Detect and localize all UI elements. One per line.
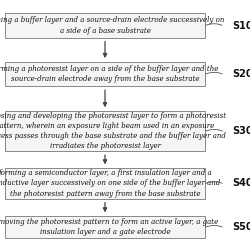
FancyBboxPatch shape bbox=[5, 13, 205, 38]
Text: S400: S400 bbox=[232, 178, 250, 189]
Text: removing the photoresist pattern to form an active layer, a gate
insulation laye: removing the photoresist pattern to form… bbox=[0, 218, 218, 236]
Text: S100: S100 bbox=[232, 20, 250, 31]
Text: forming a semiconductor layer, a first insulation layer and a
conductive layer s: forming a semiconductor layer, a first i… bbox=[0, 169, 220, 198]
Text: S500: S500 bbox=[232, 222, 250, 232]
FancyBboxPatch shape bbox=[5, 111, 205, 151]
FancyBboxPatch shape bbox=[5, 216, 205, 238]
FancyBboxPatch shape bbox=[5, 62, 205, 86]
Text: S200: S200 bbox=[232, 69, 250, 79]
Text: forming a photoresist layer on a side of the buffer layer and the
source-drain e: forming a photoresist layer on a side of… bbox=[0, 65, 219, 83]
Text: forming a buffer layer and a source-drain electrode successively on
a side of a : forming a buffer layer and a source-drai… bbox=[0, 17, 225, 35]
FancyBboxPatch shape bbox=[5, 168, 205, 199]
Text: exposing and developing the photoresist layer to form a photoresist
pattern, whe: exposing and developing the photoresist … bbox=[0, 112, 226, 150]
Text: S300: S300 bbox=[232, 126, 250, 136]
